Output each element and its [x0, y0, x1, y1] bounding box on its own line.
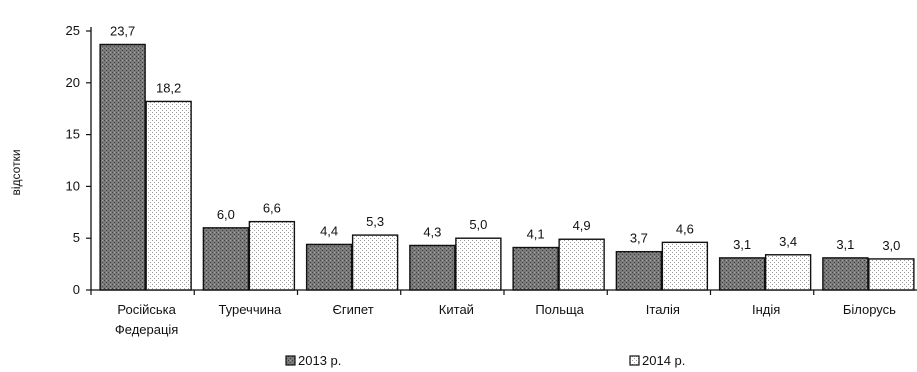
- y-tick-label: 10: [66, 178, 80, 193]
- data-label: 3,4: [779, 234, 797, 249]
- category-label: Туреччина: [218, 302, 282, 317]
- legend-swatch-2013: [285, 355, 296, 366]
- data-label: 5,3: [366, 214, 384, 229]
- data-label: 6,6: [263, 201, 281, 216]
- data-label: 4,3: [423, 224, 441, 239]
- bar-2013-4: [512, 246, 559, 291]
- category-label: Федерація: [115, 322, 178, 337]
- data-label: 3,1: [836, 237, 854, 252]
- data-label: 4,6: [676, 221, 694, 236]
- bar-2014-3: [455, 237, 502, 291]
- category-label: Індія: [752, 302, 780, 317]
- data-label: 23,7: [110, 23, 135, 38]
- bar-2013-1: [202, 227, 250, 291]
- bar-2013-6: [718, 257, 766, 291]
- bar-2014-6: [764, 254, 812, 291]
- legend-label: 2014 р.: [642, 353, 685, 368]
- bar-2013-0: [99, 43, 146, 291]
- data-label: 3,1: [733, 237, 751, 252]
- legend-label: 2013 р.: [298, 353, 341, 368]
- y-tick-label: 5: [73, 230, 80, 245]
- data-label: 4,9: [573, 218, 591, 233]
- bar-2014-7: [868, 258, 915, 291]
- data-label: 3,0: [882, 238, 900, 253]
- bar-2013-5: [615, 250, 663, 291]
- category-label: Італія: [646, 302, 680, 317]
- bar-2014-5: [661, 241, 709, 291]
- category-label: Білорусь: [843, 302, 896, 317]
- labels-group: 23,7 18,2 Російська Федерація 6,0 6,6 Туреччин…: [110, 23, 900, 337]
- category-label: Польща: [535, 302, 584, 317]
- y-axis-label: відсотки: [9, 149, 23, 195]
- bar-2014-0: [145, 100, 192, 291]
- y-tick-label: 20: [66, 75, 80, 90]
- data-label: 4,4: [320, 223, 338, 238]
- bar-2014-1: [248, 220, 296, 291]
- bar-2013-3: [409, 244, 456, 291]
- bar-2014-2: [351, 234, 399, 291]
- bar-2013-7: [822, 257, 869, 291]
- data-label: 3,7: [630, 231, 648, 246]
- y-tick-label: 0: [73, 282, 80, 297]
- bar-2014-4: [558, 238, 605, 291]
- data-label: 5,0: [469, 217, 487, 232]
- y-tick-label: 25: [66, 23, 80, 38]
- legend-swatch-2014: [629, 355, 640, 366]
- category-label: Китай: [439, 302, 474, 317]
- data-label: 6,0: [217, 207, 235, 222]
- data-label: 18,2: [156, 80, 181, 95]
- y-tick-label: 15: [66, 127, 80, 142]
- bar-2013-2: [305, 243, 353, 291]
- category-label: Російська: [117, 302, 176, 317]
- legend: 2013 р. 2014 р.: [285, 353, 685, 368]
- category-label: Єгипет: [333, 302, 374, 317]
- data-label: 4,1: [527, 227, 545, 242]
- bars-group: [99, 43, 915, 291]
